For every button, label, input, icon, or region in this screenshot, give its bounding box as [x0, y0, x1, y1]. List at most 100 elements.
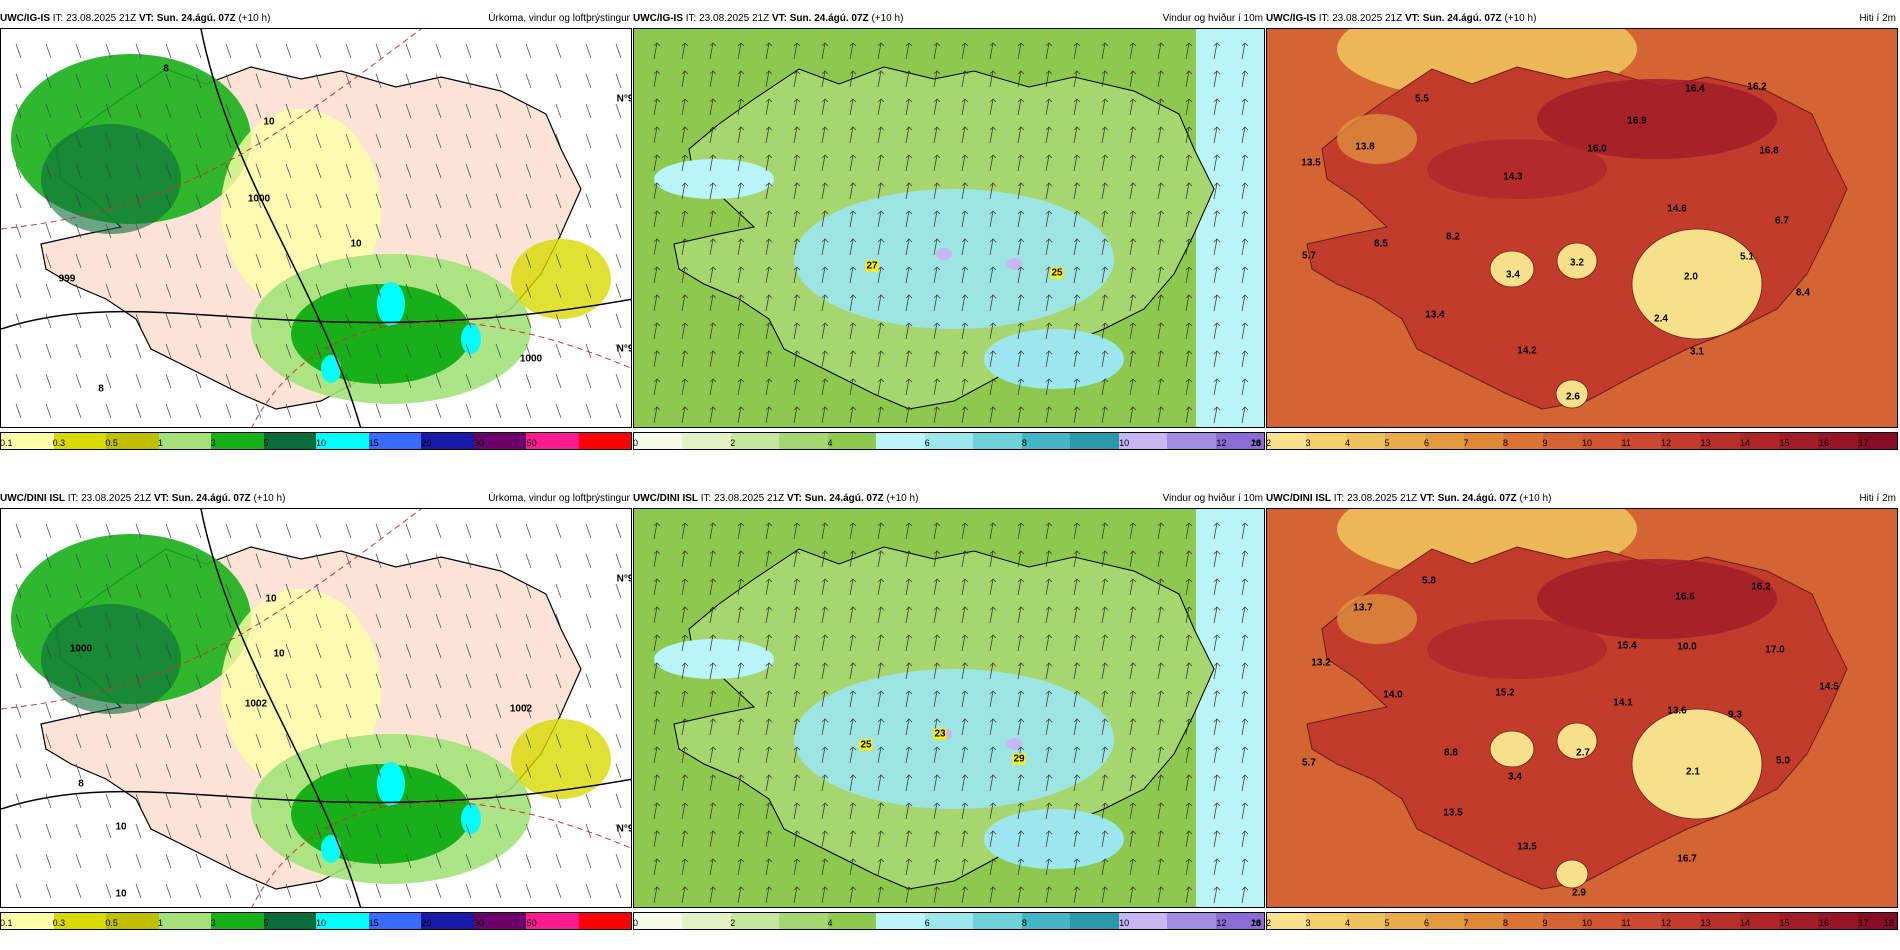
map-value-label: 13.2	[1311, 657, 1331, 669]
map-value-label: 13.6	[1667, 705, 1687, 717]
colorbar-swatch	[1424, 913, 1464, 929]
map-value-label: 13.5	[1443, 807, 1463, 819]
colorbar-swatch	[730, 913, 780, 929]
colorbar-swatch	[1503, 913, 1543, 929]
colorbar-swatch	[1778, 913, 1819, 929]
map-value-label: 13.8	[1355, 141, 1375, 153]
panel-header: UWC/IG-IS IT: 23.08.2025 21Z VT: Sun. 24…	[633, 12, 1265, 26]
map-value-label: 2.0	[1684, 271, 1698, 283]
colorbar-swatch	[1818, 433, 1858, 449]
map-value-label: 10.0	[1677, 641, 1697, 653]
colorbar-swatch	[211, 913, 264, 929]
colorbar-tick: 16	[1819, 438, 1830, 448]
map-value-label: 29	[1012, 753, 1026, 765]
init-time: 23.08.2025 21Z	[699, 13, 770, 24]
colorbar-swatch	[1621, 913, 1661, 929]
map-value-label: 27	[865, 260, 879, 272]
colorbar-swatch	[876, 913, 925, 929]
map-canvas	[634, 509, 1264, 907]
colorbar-swatch	[1385, 913, 1425, 929]
colorbar-swatch	[1660, 433, 1701, 449]
colorbar-tick: 7	[1463, 918, 1469, 928]
lead-time: (+10 h)	[1504, 13, 1537, 24]
colorbar-tick: 12	[1216, 918, 1227, 928]
map-value-label: 14.3	[1503, 171, 1523, 183]
colorbar-swatch	[1857, 913, 1897, 929]
init-time: 23.08.2025 21Z	[714, 493, 785, 504]
valid-label: VT:	[1419, 493, 1435, 504]
colorbar-tick: 10	[1582, 438, 1593, 448]
map-value-label: 5.8	[1422, 575, 1436, 587]
valid-time: Sun. 24.ágú. 07Z	[804, 493, 884, 504]
valid-time: Sun. 24.ágú. 07Z	[1422, 13, 1502, 24]
colorbar-swatch	[106, 433, 159, 449]
colorbar-tick: 15	[1779, 438, 1790, 448]
colorbar-tick: 14	[1251, 438, 1262, 448]
valid-time: Sun. 24.ágú. 07Z	[156, 13, 236, 24]
colorbar-swatch	[876, 433, 925, 449]
panel-header: UWC/DINI ISL IT: 23.08.2025 21Z VT: Sun.…	[633, 492, 1265, 506]
map-value-label: 5.7	[1302, 250, 1316, 262]
colorbar-tick: 4	[1345, 438, 1351, 448]
map-value-label: 8.2	[1446, 231, 1460, 243]
colorbar-tick: 16	[1819, 918, 1830, 928]
map-canvas	[1, 29, 631, 427]
map-value-label: 14.0	[1383, 689, 1403, 701]
colorbar-tick: 12	[1661, 438, 1672, 448]
init-time: 23.08.2025 21Z	[1332, 13, 1403, 24]
colorbar-tick: 10	[316, 438, 327, 448]
colorbar-swatch	[106, 913, 159, 929]
map-value-label: 8	[163, 63, 169, 75]
colorbar-tick: 2	[1266, 438, 1272, 448]
colorbar-tick: 17	[1858, 438, 1869, 448]
forecast-panel-6: UWC/DINI ISL IT: 23.08.2025 21Z VT: Sun.…	[1266, 492, 1898, 944]
map-value-label: 1000	[69, 643, 93, 655]
map-value-label: 10	[350, 238, 362, 250]
colorbar-tick: 8	[1021, 438, 1027, 448]
colorbar-tick: 15	[368, 438, 379, 448]
colorbar-swatch	[263, 433, 316, 449]
panel-title: Hiti í 2m	[1859, 13, 1896, 24]
lead-time: (+10 h)	[871, 13, 904, 24]
map-canvas	[1267, 29, 1897, 427]
colorbar-swatch	[473, 913, 526, 929]
colorbar-tick: 10	[316, 918, 327, 928]
init-label: IT:	[700, 493, 712, 504]
map-value-label: N°9	[616, 573, 632, 585]
colorbar-tick: 6	[1424, 438, 1430, 448]
colorbar-tick: 0	[633, 918, 639, 928]
map-value-label: 13.4	[1425, 309, 1445, 321]
colorbar-tick: 3	[1305, 918, 1311, 928]
colorbar-tick: 17	[1858, 918, 1869, 928]
colorbar-tick: 9	[1542, 918, 1548, 928]
colorbar-swatch	[1306, 913, 1346, 929]
colorbar-swatch	[1582, 433, 1622, 449]
colorbar-swatch	[779, 433, 828, 449]
colorbar-swatch	[1700, 433, 1740, 449]
map-area: 5.8 13.7 16.6 16.2 13.2 15.4 10.0 17.0 14.0 15.2 1…	[1266, 508, 1898, 908]
colorbar-tick: 0.3	[52, 918, 66, 928]
map-value-label: 999	[58, 273, 76, 285]
map-canvas	[1, 509, 631, 907]
colorbar-tick: 3	[1305, 438, 1311, 448]
colorbar-tick: 3	[210, 438, 216, 448]
colorbar-tick: 0.5	[105, 918, 118, 928]
map-value-label: 8.5	[1374, 238, 1388, 250]
colorbar-swatch	[973, 913, 1022, 929]
colorbar-swatch	[1215, 433, 1265, 449]
map-value-label: 10	[115, 821, 127, 833]
colorbar-swatch	[578, 433, 631, 449]
map-value-label: 1002	[244, 698, 268, 710]
colorbar-tick: 16	[1251, 438, 1262, 448]
forecast-panel-5: UWC/DINI ISL IT: 23.08.2025 21Z VT: Sun.…	[633, 492, 1265, 944]
colorbar-tick: 1	[158, 918, 164, 928]
map-value-label: 1000	[519, 353, 543, 365]
colorbar-swatch	[634, 913, 683, 929]
colorbar-tick: 5	[263, 918, 269, 928]
colorbar-swatch	[973, 433, 1022, 449]
map-value-label: 16.2	[1751, 581, 1771, 593]
colorbar-tick: 14	[1251, 918, 1262, 928]
colorbar-ticks: 0 2 4 6 8 10 12 14 16 18 20	[633, 438, 1265, 450]
valid-label: VT:	[786, 493, 802, 504]
panel-header: UWC/DINI ISL IT: 23.08.2025 21Z VT: Sun.…	[1266, 492, 1898, 506]
